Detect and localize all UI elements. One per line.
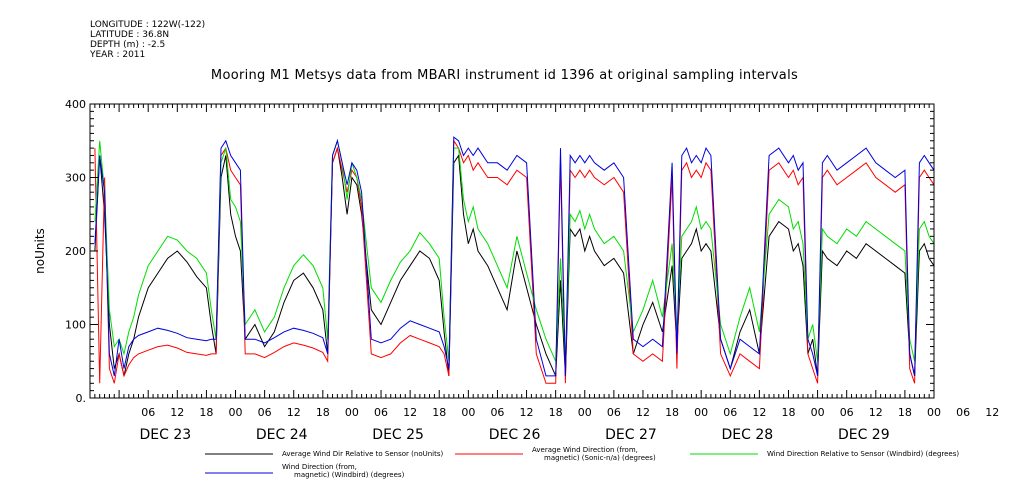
legend-label: Average Wind Dir Relative to Sensor (noU…	[282, 450, 443, 458]
longitude-text: LONGITUDE : 122W(-122)	[90, 20, 206, 30]
x-day-label: DEC 29	[838, 427, 890, 443]
x-tick-label: 18	[781, 406, 795, 419]
x-tick-label: 18	[665, 406, 679, 419]
x-tick-label: 18	[199, 406, 213, 419]
y-axis-label: noUnits	[33, 228, 47, 274]
legend-label: Wind Direction Relative to Sensor (Windb…	[767, 450, 959, 458]
x-day-label: DEC 27	[605, 427, 657, 443]
year-text: YEAR : 2011	[90, 50, 146, 60]
legend: Average Wind Dir Relative to Sensor (noU…	[205, 446, 959, 479]
x-tick-label: 12	[985, 406, 999, 419]
x-tick-label: 12	[869, 406, 883, 419]
x-day-label: DEC 23	[139, 427, 191, 443]
x-tick-label: 06	[490, 406, 504, 419]
x-tick-label: 06	[374, 406, 388, 419]
x-tick-label: 00	[578, 406, 592, 419]
y-tick-label: 0.	[76, 392, 87, 405]
x-tick-label: 06	[956, 406, 970, 419]
series-line-4	[94, 136, 934, 377]
x-tick-label: 00	[811, 406, 825, 419]
y-tick-label: 100	[65, 319, 86, 332]
x-tick-label: 12	[403, 406, 417, 419]
x-day-label: DEC 25	[372, 427, 424, 443]
x-tick-label: 06	[258, 406, 272, 419]
y-tick-label: 300	[65, 172, 86, 185]
x-day-label: DEC 24	[256, 427, 308, 443]
x-tick-label: 06	[723, 406, 737, 419]
x-tick-label: 06	[141, 406, 155, 419]
series-layer	[94, 136, 934, 384]
x-tick-label: 12	[636, 406, 650, 419]
x-tick-label: 18	[898, 406, 912, 419]
series-line-2	[94, 139, 934, 384]
x-tick-label: 18	[432, 406, 446, 419]
x-tick-label: 18	[549, 406, 563, 419]
metadata-block: LONGITUDE : 122W(-122) LATITUDE : 36.8N …	[90, 20, 205, 60]
x-tick-label: 12	[287, 406, 301, 419]
x-tick-label: 12	[752, 406, 766, 419]
x-tick-label: 12	[170, 406, 184, 419]
series-line-3	[94, 138, 934, 362]
chart-title: Mooring M1 Metsys data from MBARI instru…	[210, 68, 799, 83]
legend-label: Average Wind Direction (from, magnetic) (…	[532, 446, 656, 462]
x-tick-label: 18	[316, 406, 330, 419]
x-tick-label: 00	[927, 406, 941, 419]
x-day-label: DEC 26	[489, 427, 541, 443]
x-tick-label: 00	[229, 406, 243, 419]
depth-text: DEPTH (m) : -2.5	[90, 40, 166, 50]
y-tick-label: 200	[65, 245, 86, 258]
x-tick-label: 00	[345, 406, 359, 419]
axis-layer: 0. 100 200 300 400 06 12 18 00 06 12 18 00 06 12 18 00 06…	[65, 98, 999, 443]
x-day-label: DEC 28	[722, 427, 774, 443]
x-tick-label: 00	[461, 406, 475, 419]
series-line-1	[94, 147, 934, 377]
x-tick-label: 12	[520, 406, 534, 419]
x-tick-label: 06	[840, 406, 854, 419]
x-tick-label: 06	[607, 406, 621, 419]
latitude-text: LATITUDE : 36.8N	[90, 30, 170, 40]
y-tick-label: 400	[65, 98, 86, 111]
x-tick-label: 00	[694, 406, 708, 419]
legend-label: Wind Direction (from, magnetic) (Windbird…	[282, 463, 405, 479]
